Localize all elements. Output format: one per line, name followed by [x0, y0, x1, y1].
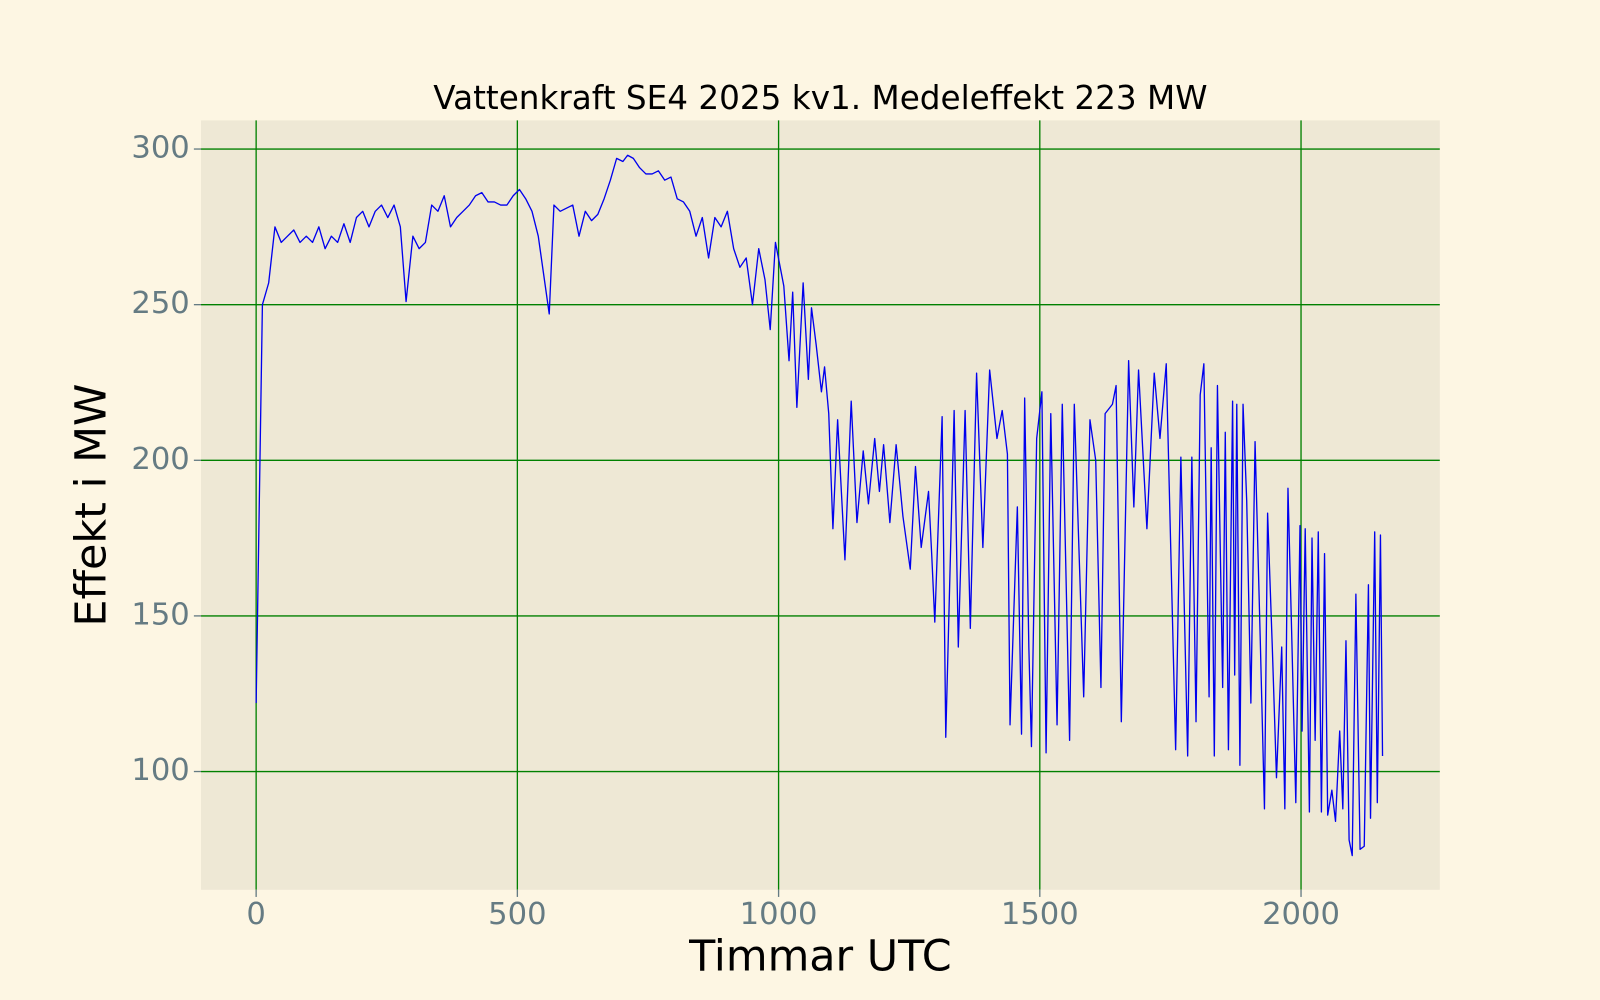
data-line — [255, 154, 1384, 857]
x-tick-label: 2000 — [1262, 897, 1340, 932]
chart-title: Vattenkraft SE4 2025 kv1. Medeleffekt 22… — [433, 79, 1207, 117]
x-axis-label: Timmar UTC — [688, 932, 952, 982]
lines — [255, 154, 1384, 857]
grid — [201, 120, 1440, 890]
y-tick-label: 200 — [131, 442, 189, 477]
y-tick-label: 300 — [131, 131, 189, 166]
x-tick-label: 500 — [488, 897, 546, 932]
y-axis-label: Effekt i MW — [66, 384, 116, 627]
y-tick-label: 150 — [131, 597, 189, 632]
y-tick-label: 250 — [131, 286, 189, 321]
x-tick-label: 1000 — [740, 897, 818, 932]
ticks: 100 150 200 250 300 0 500 1000 1500 2000 — [131, 131, 1340, 932]
x-tick-label: 1500 — [1001, 897, 1079, 932]
x-tick-label: 0 — [246, 897, 265, 932]
y-tick-label: 100 — [131, 753, 189, 788]
